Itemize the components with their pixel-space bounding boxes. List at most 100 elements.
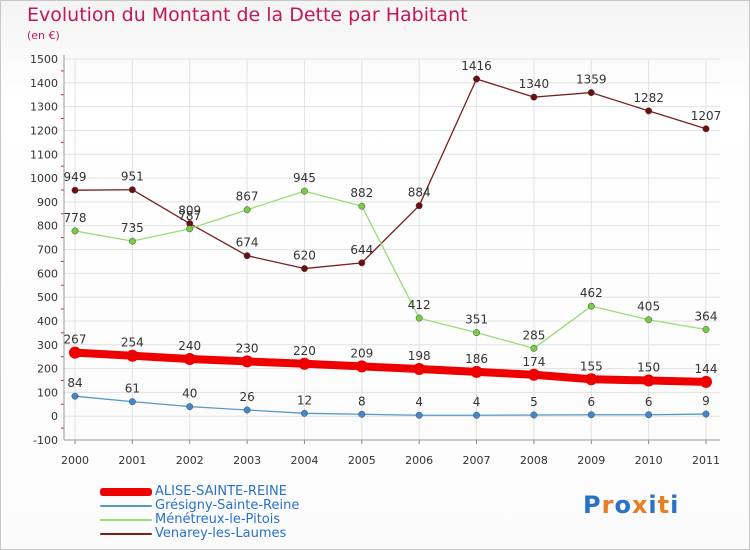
data-label: 150 <box>637 360 660 374</box>
data-label: 12 <box>297 393 312 407</box>
y-tick-label: 1000 <box>30 172 58 185</box>
legend-swatch <box>100 488 152 496</box>
data-point <box>128 237 136 245</box>
data-point <box>355 360 368 373</box>
data-point <box>587 411 595 419</box>
data-point <box>645 411 653 419</box>
data-point <box>183 353 196 366</box>
data-point <box>243 252 251 260</box>
data-point <box>530 344 538 352</box>
y-tick-label: 700 <box>37 244 58 257</box>
y-tick-label: 1500 <box>30 53 58 66</box>
x-tick-label: 2010 <box>635 454 663 467</box>
data-label: 6 <box>645 395 653 409</box>
data-point <box>473 329 480 337</box>
legend-label: Venarey-les-Laumes <box>155 526 287 541</box>
data-point <box>415 314 423 322</box>
data-label: 8 <box>358 394 366 408</box>
data-point <box>530 93 538 101</box>
y-tick-label: 400 <box>37 315 58 328</box>
data-point <box>301 265 308 272</box>
data-point <box>473 75 480 83</box>
data-point <box>645 107 653 115</box>
legend-swatch <box>100 519 152 521</box>
data-label: 220 <box>293 344 316 358</box>
x-tick-label: 2003 <box>233 454 261 467</box>
data-point <box>358 202 366 210</box>
data-point <box>358 410 366 418</box>
data-label: 26 <box>239 390 254 404</box>
data-point <box>413 363 426 376</box>
data-point <box>241 355 254 368</box>
legend-item: ALISE-SAINTE-REINE <box>100 485 299 499</box>
data-label: 40 <box>182 387 197 401</box>
y-tick-label: 900 <box>37 196 58 209</box>
legend-item: Ménétreux-le-Pitois <box>100 513 299 527</box>
data-point <box>527 368 540 381</box>
x-tick-label: 2011 <box>692 454 720 467</box>
logo-letter: x <box>631 491 649 519</box>
data-point <box>358 259 366 267</box>
data-label: 351 <box>465 313 488 327</box>
data-label: 945 <box>293 171 316 185</box>
y-tick-label: 500 <box>37 291 58 304</box>
x-tick-label: 2005 <box>348 454 376 467</box>
data-label: 84 <box>67 376 82 390</box>
data-point <box>415 411 423 419</box>
legend-label: Grésigny-Sainte-Reine <box>155 498 300 513</box>
y-tick-label: 1100 <box>30 148 58 161</box>
legend-label: ALISE-SAINTE-REINE <box>155 484 287 499</box>
data-label: 5 <box>530 395 538 409</box>
data-label: 4 <box>473 395 481 409</box>
data-label: 144 <box>695 362 718 376</box>
logo-letter: t <box>657 491 671 519</box>
chart-title: Evolution du Montant de la Dette par Hab… <box>27 4 468 26</box>
data-label: 4 <box>415 395 423 409</box>
data-label: 405 <box>637 300 660 314</box>
y-tick-label: 0 <box>51 410 58 423</box>
y-tick-label: 600 <box>37 267 58 280</box>
data-label: 735 <box>121 221 144 235</box>
data-point <box>530 411 538 419</box>
data-label: 867 <box>236 190 259 204</box>
data-label: 61 <box>125 382 140 396</box>
data-label: 787 <box>178 209 201 223</box>
x-tick-label: 2009 <box>577 454 605 467</box>
logo-letter: P <box>583 491 602 519</box>
logo-letter: i <box>670 491 680 519</box>
series-line <box>71 348 710 386</box>
y-tick-label: 300 <box>37 339 58 352</box>
proxiti-logo: Proxiti <box>583 491 679 519</box>
data-point <box>473 411 480 419</box>
data-point <box>587 302 595 310</box>
data-label: 6 <box>587 395 595 409</box>
data-point <box>700 375 712 388</box>
y-tick-label: 1400 <box>30 77 58 90</box>
data-label: 240 <box>178 339 201 353</box>
data-point <box>186 225 194 233</box>
data-label: 9 <box>702 394 710 408</box>
data-point <box>71 227 79 235</box>
data-label: 155 <box>580 359 603 373</box>
data-label: 198 <box>408 349 431 363</box>
data-point <box>702 125 710 133</box>
data-label: 620 <box>293 249 316 263</box>
data-point <box>645 316 653 324</box>
legend-swatch <box>100 505 152 507</box>
data-point <box>71 186 79 194</box>
x-tick-label: 2004 <box>290 454 318 467</box>
data-label: 644 <box>350 243 373 257</box>
y-tick-label: 1200 <box>30 124 58 137</box>
data-label: 462 <box>580 286 603 300</box>
data-point <box>71 392 79 400</box>
data-label: 778 <box>64 211 87 225</box>
data-label: 1359 <box>576 73 607 87</box>
x-tick-label: 2006 <box>405 454 433 467</box>
data-point <box>470 365 483 378</box>
data-label: 809 <box>178 204 201 218</box>
y-tick-label: 100 <box>37 386 58 399</box>
data-point <box>186 403 194 411</box>
data-point <box>587 89 595 97</box>
data-point <box>126 349 139 362</box>
